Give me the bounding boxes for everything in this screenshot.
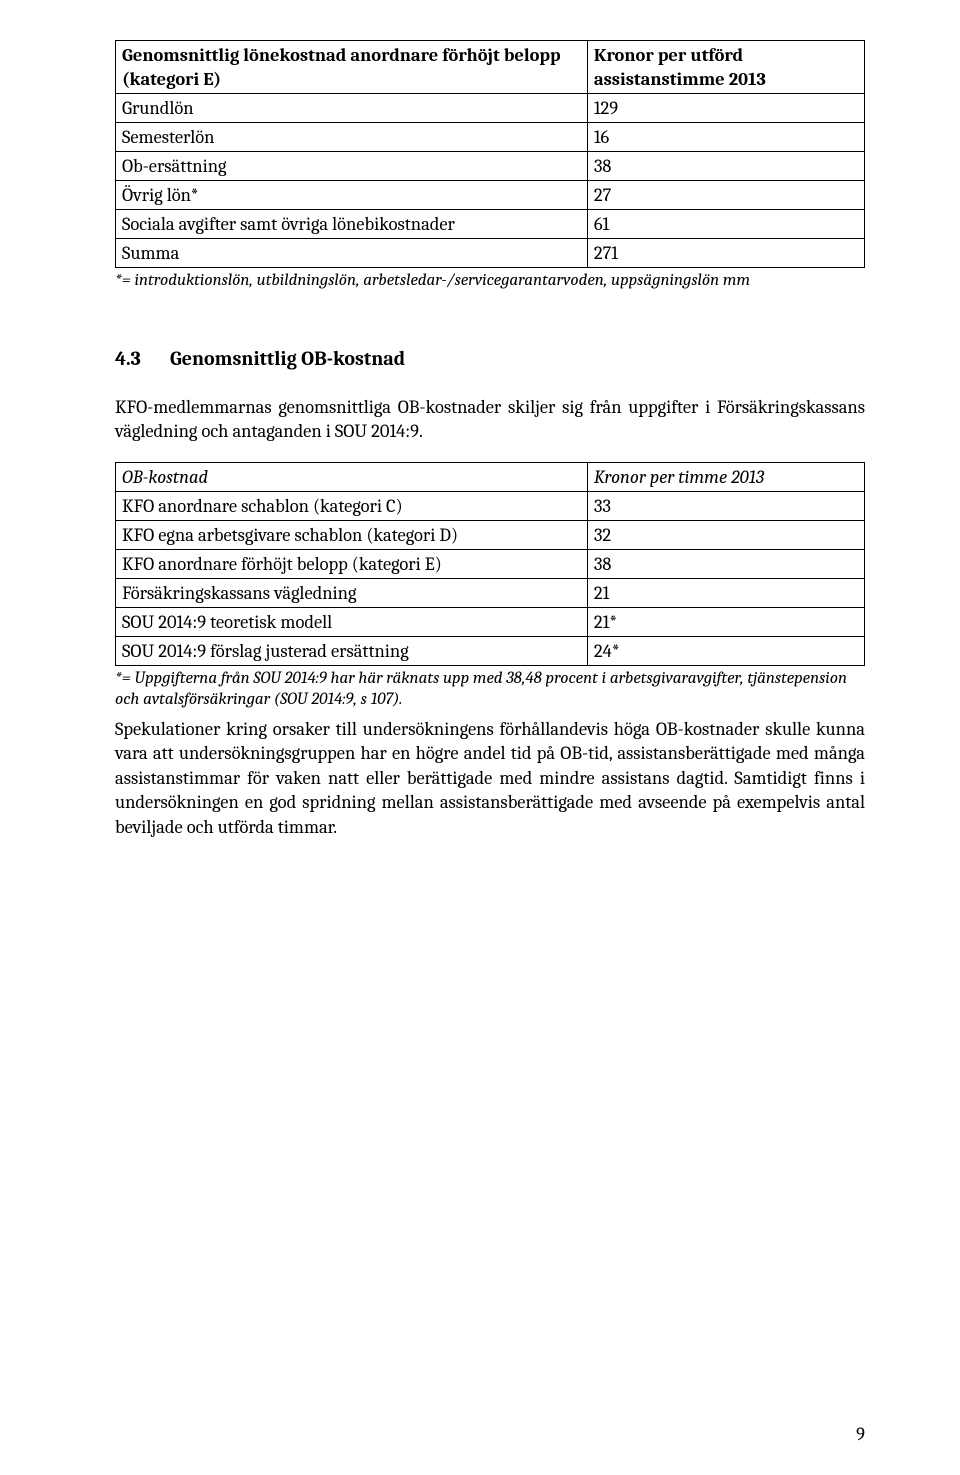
table2-footnote: *= Uppgifterna från SOU 2014:9 har här r… — [115, 668, 865, 711]
table-row: Semesterlön — [116, 123, 588, 152]
table-row: 271 — [587, 239, 864, 268]
paragraph-2: Spekulationer kring orsaker till undersö… — [115, 717, 865, 840]
table-row: 33 — [587, 491, 864, 520]
table-row: 16 — [587, 123, 864, 152]
table-row: 38 — [587, 152, 864, 181]
table-cost-e: Genomsnittlig lönekostnad anordnare förh… — [115, 40, 865, 268]
table-row: SOU 2014:9 förslag justerad ersättning — [116, 637, 588, 666]
table-row: 21 — [587, 579, 864, 608]
table-row: 24* — [587, 637, 864, 666]
table1-header-right: Kronor per utförd assistanstimme 2013 — [587, 41, 864, 94]
section-title: Genomsnittlig OB-kostnad — [170, 347, 405, 370]
table-row: KFO anordnare schablon (kategori C) — [116, 491, 588, 520]
table1-footnote: *= introduktionslön, utbildningslön, arb… — [115, 270, 865, 291]
table-row: Övrig lön* — [116, 181, 588, 210]
table-row: 32 — [587, 520, 864, 549]
table1-header-left: Genomsnittlig lönekostnad anordnare förh… — [116, 41, 588, 94]
table-ob-cost: OB-kostnad Kronor per timme 2013 KFO ano… — [115, 462, 865, 666]
table2-header-right: Kronor per timme 2013 — [587, 462, 864, 491]
paragraph-1: KFO-medlemmarnas genomsnittliga OB-kostn… — [115, 395, 865, 444]
table-row: 38 — [587, 549, 864, 578]
table-row: Summa — [116, 239, 588, 268]
table-row: KFO egna arbetsgivare schablon (kategori… — [116, 520, 588, 549]
table-row: Försäkringskassans vägledning — [116, 579, 588, 608]
page-number: 9 — [856, 1423, 865, 1445]
table-row: Ob-ersättning — [116, 152, 588, 181]
table-row: SOU 2014:9 teoretisk modell — [116, 608, 588, 637]
section-heading: 4.3Genomsnittlig OB-kostnad — [115, 347, 865, 370]
table-row: KFO anordnare förhöjt belopp (kategori E… — [116, 549, 588, 578]
table-row: 27 — [587, 181, 864, 210]
table-row: 129 — [587, 94, 864, 123]
table-row: 21* — [587, 608, 864, 637]
table-row: Grundlön — [116, 94, 588, 123]
table-row: 61 — [587, 210, 864, 239]
section-number: 4.3 — [115, 347, 170, 370]
table2-header-left: OB-kostnad — [116, 462, 588, 491]
table-row: Sociala avgifter samt övriga lönebikostn… — [116, 210, 588, 239]
